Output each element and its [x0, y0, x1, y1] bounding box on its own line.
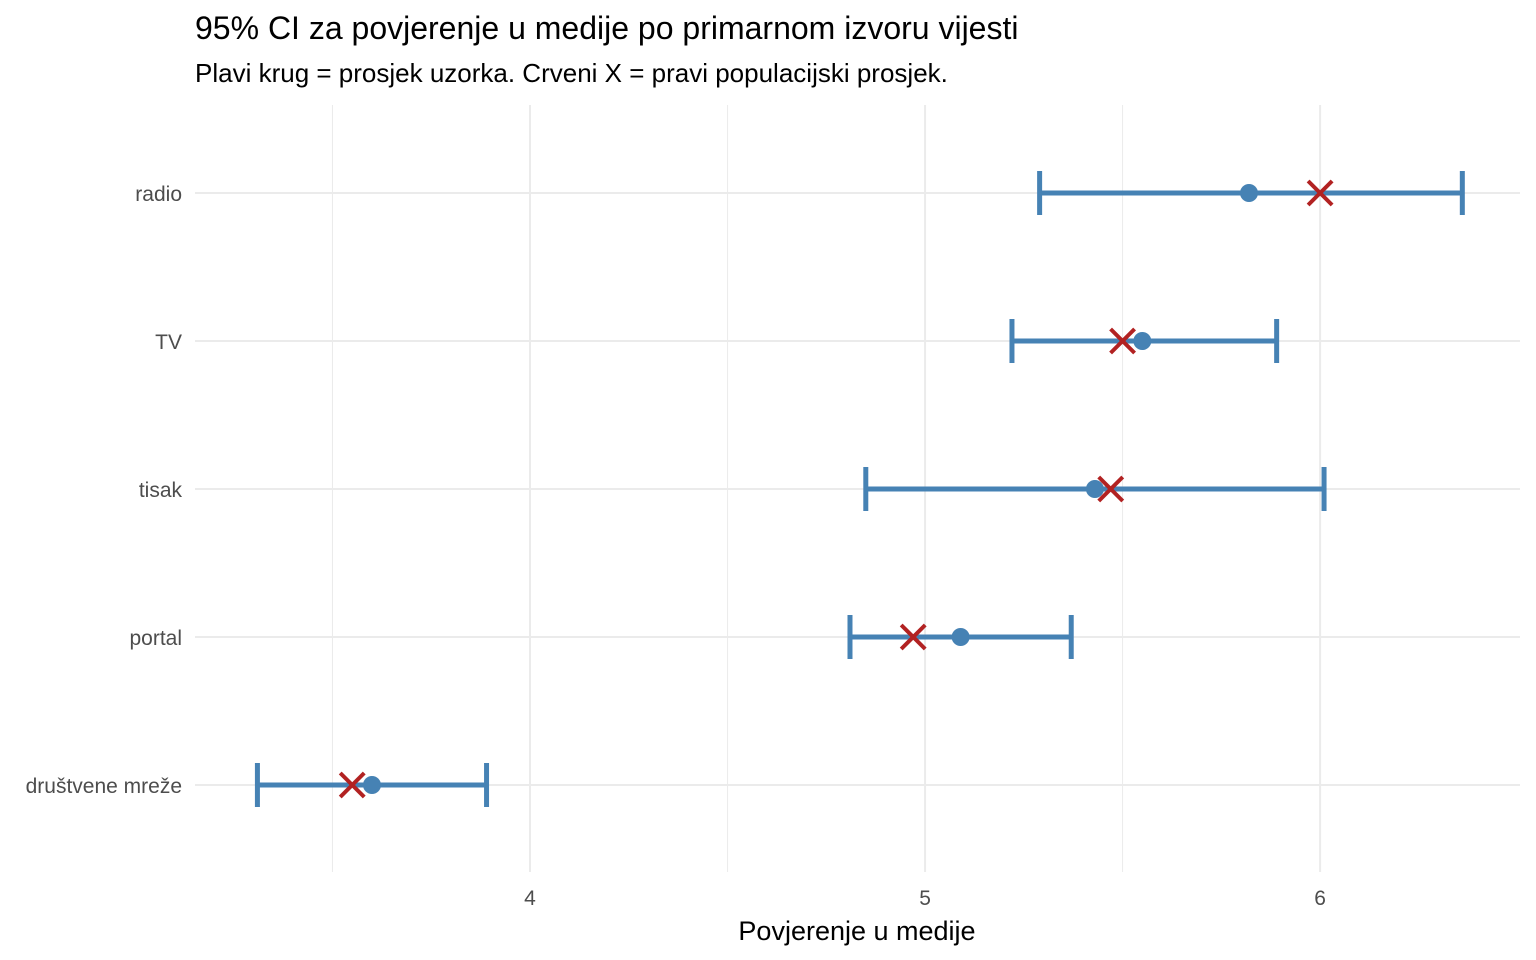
errorbar-3 — [847, 615, 1074, 659]
errorbar-1 — [1009, 319, 1280, 363]
errorbar-4 — [254, 763, 490, 807]
sample-mean-point — [1085, 480, 1104, 498]
chart-title: 95% CI za povjerenje u medije po primarn… — [195, 10, 1019, 46]
true-mean-x-marker — [338, 771, 366, 799]
x-tick-label: 6 — [1314, 887, 1326, 910]
y-tick-label: TV — [155, 331, 182, 354]
y-tick-label: portal — [129, 627, 182, 650]
errorbar-2 — [863, 467, 1327, 511]
true-mean-x-marker — [1097, 475, 1125, 503]
x-axis-title: Povjerenje u medije — [738, 916, 975, 946]
x-tick-label: 5 — [919, 887, 931, 910]
y-tick-label: radio — [135, 183, 182, 206]
x-tick-label: 4 — [524, 887, 536, 910]
true-mean-x-marker — [899, 623, 927, 651]
true-mean-x-marker — [1306, 179, 1334, 207]
true-mean-x-marker — [1109, 327, 1136, 355]
sample-mean-point — [362, 776, 381, 794]
y-tick-label: tisak — [139, 479, 183, 502]
sample-mean-point — [951, 628, 970, 646]
errorbar-0 — [1037, 171, 1465, 215]
sample-mean-point — [1133, 332, 1152, 350]
sample-mean-point — [1239, 184, 1258, 202]
y-tick-label: društvene mreže — [26, 775, 182, 798]
chart-subtitle: Plavi krug = prosjek uzorka. Crveni X = … — [195, 58, 948, 88]
